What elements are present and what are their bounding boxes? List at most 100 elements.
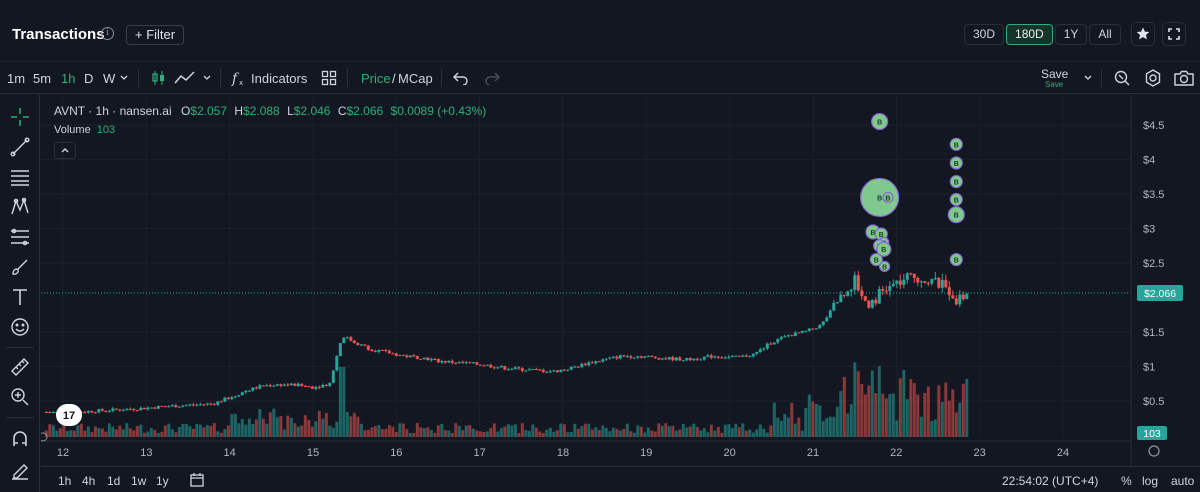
range-1y-button[interactable]: 1Y — [1054, 24, 1088, 45]
auto-toggle[interactable]: auto — [1171, 474, 1195, 488]
range-4h-button[interactable]: 4h — [82, 474, 96, 488]
candles-icon[interactable] — [150, 69, 168, 87]
volume-bar — [583, 423, 587, 437]
trend-line-icon[interactable] — [9, 136, 31, 158]
buy-marker[interactable] — [882, 191, 894, 204]
line-chart-icon[interactable] — [174, 70, 196, 86]
fib-icon[interactable] — [9, 226, 31, 248]
clock-time[interactable]: 22:54:02 (UTC+4) — [1002, 474, 1099, 488]
candle-body — [695, 358, 699, 360]
buy-marker[interactable] — [949, 252, 963, 267]
interval-1m[interactable]: 1m — [7, 71, 26, 86]
filter-button[interactable]: + Filter — [126, 25, 185, 45]
tradingview-logo[interactable] — [56, 404, 82, 426]
volume-bar — [107, 423, 111, 437]
favorite-button[interactable] — [1131, 22, 1155, 46]
indicators-button[interactable]: Indicators — [251, 71, 308, 86]
fullscreen-button[interactable] — [1162, 22, 1186, 46]
interval-5m[interactable]: 5m — [33, 71, 52, 86]
buy-marker[interactable] — [949, 156, 963, 170]
axis-settings-icon[interactable] — [1148, 445, 1160, 457]
horizontal-lines-icon[interactable] — [9, 166, 31, 188]
brush-icon[interactable] — [9, 256, 31, 278]
percent-toggle[interactable]: % — [1121, 474, 1132, 488]
volume-bar — [804, 408, 808, 437]
buy-marker[interactable] — [871, 112, 889, 131]
redo-icon[interactable] — [484, 71, 500, 85]
scroll-left-icon[interactable] — [41, 432, 48, 442]
range-30d-button[interactable]: 30D — [964, 24, 1005, 45]
symbol-label[interactable]: AVNT · 1h · nansen.ai — [54, 104, 172, 118]
volume-bar — [786, 417, 790, 437]
volume-bar — [181, 423, 185, 437]
volume-bar — [510, 425, 514, 437]
candle-body — [184, 405, 188, 407]
buy-marker[interactable] — [876, 241, 892, 257]
candle-body — [254, 387, 258, 389]
chevron-down-icon[interactable] — [120, 74, 128, 82]
range-1w-button[interactable]: 1w — [131, 474, 147, 488]
chevron-down-icon[interactable] — [203, 74, 211, 82]
quick-search-icon[interactable] — [1112, 68, 1132, 88]
candle-body — [398, 355, 402, 357]
volume-bar — [692, 423, 696, 437]
layout-grid-icon[interactable] — [321, 70, 337, 86]
volume-bar — [251, 423, 255, 437]
calendar-icon[interactable] — [189, 472, 205, 488]
buy-marker[interactable] — [947, 206, 965, 224]
info-icon[interactable]: i — [101, 27, 114, 40]
range-1d-button[interactable]: 1d — [107, 474, 121, 488]
candle-body — [237, 395, 241, 397]
candle-body — [405, 355, 409, 358]
price-toggle[interactable]: Price — [361, 71, 391, 86]
log-toggle[interactable]: log — [1142, 474, 1159, 488]
collapse-legend-button[interactable] — [54, 142, 76, 159]
magnet-icon[interactable] — [9, 428, 31, 450]
chevron-down-icon[interactable] — [1084, 74, 1092, 82]
buy-marker[interactable] — [949, 137, 963, 151]
range-1y-button[interactable]: 1y — [156, 474, 169, 488]
candle-body — [401, 355, 405, 357]
volume-bar — [891, 393, 895, 437]
buy-marker[interactable] — [869, 252, 883, 267]
volume-bar — [475, 430, 479, 437]
volume-bar — [713, 430, 717, 437]
volume-bar — [916, 394, 920, 437]
candle-body — [594, 361, 598, 364]
undo-icon[interactable] — [453, 71, 469, 85]
volume-bar — [874, 393, 878, 437]
buy-marker[interactable] — [949, 174, 963, 189]
function-icon[interactable]: f x — [231, 70, 247, 86]
range-1h-button[interactable]: 1h — [58, 474, 72, 488]
volume-bar — [391, 426, 395, 437]
volume-bar — [506, 424, 510, 437]
buy-marker[interactable] — [879, 260, 891, 273]
candle-body — [370, 349, 374, 351]
text-icon[interactable] — [9, 286, 31, 308]
volume-bar — [517, 432, 521, 437]
mcap-toggle[interactable]: MCap — [398, 71, 433, 86]
save-button[interactable]: Save — [1041, 67, 1069, 81]
candle-body — [870, 299, 874, 308]
candle-body — [125, 408, 129, 411]
camera-icon[interactable] — [1173, 68, 1195, 88]
range-180d-button[interactable]: 180D — [1006, 24, 1053, 45]
interval-d[interactable]: D — [84, 71, 94, 86]
crosshair-icon[interactable] — [9, 106, 31, 128]
emoji-icon[interactable] — [9, 316, 31, 338]
interval-1h[interactable]: 1h — [61, 71, 76, 86]
lock-drawing-icon[interactable] — [9, 458, 31, 480]
interval-w[interactable]: W — [103, 71, 116, 86]
range-all-button[interactable]: All — [1089, 24, 1121, 45]
volume-bar — [177, 426, 181, 437]
settings-icon[interactable] — [1143, 68, 1163, 88]
buy-marker[interactable] — [860, 177, 900, 218]
pattern-icon[interactable] — [9, 196, 31, 218]
candle-body — [303, 385, 307, 387]
zoom-in-icon[interactable] — [9, 386, 31, 408]
candle-body — [660, 358, 664, 360]
ruler-icon[interactable] — [9, 356, 31, 378]
price-chart[interactable]: $4.5 $4 $3.5 $3 $2.5 $1.5 $1 $0.5 12 13 14 15 16 17 18… — [41, 95, 1200, 492]
candle-body — [517, 367, 521, 369]
buy-marker[interactable] — [949, 192, 963, 207]
